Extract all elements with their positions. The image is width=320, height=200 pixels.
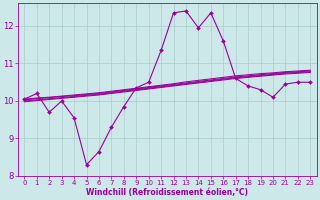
X-axis label: Windchill (Refroidissement éolien,°C): Windchill (Refroidissement éolien,°C) <box>86 188 248 197</box>
